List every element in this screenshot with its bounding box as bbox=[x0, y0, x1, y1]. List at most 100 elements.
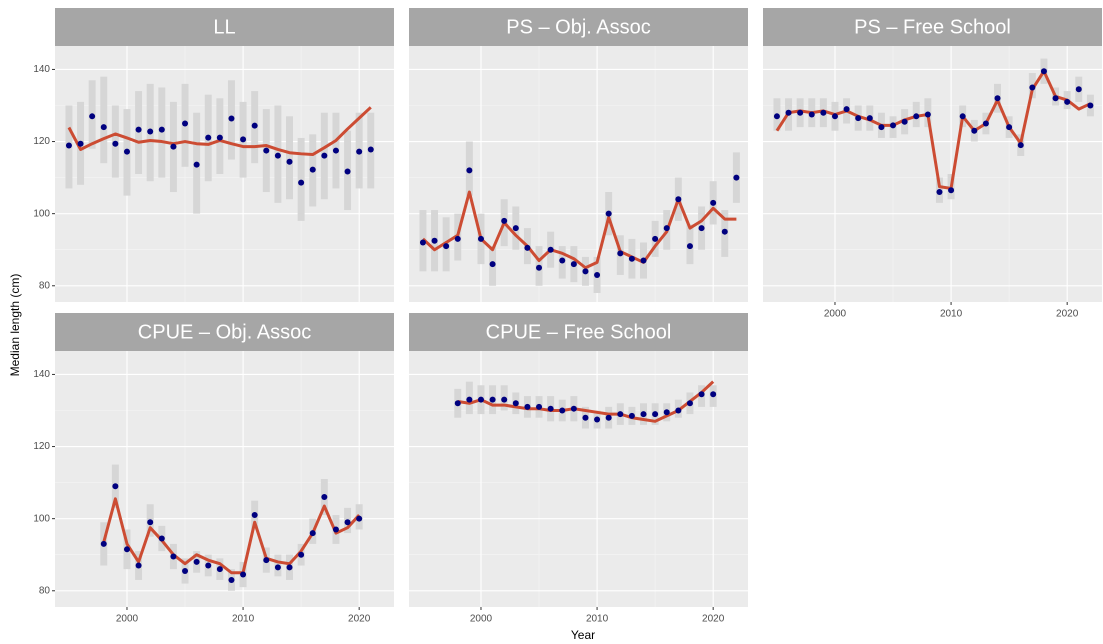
median-point bbox=[1040, 68, 1047, 75]
median-point bbox=[1017, 142, 1024, 149]
median-point bbox=[1052, 95, 1059, 102]
median-point bbox=[1006, 124, 1013, 131]
y-axis-title: Median length (cm) bbox=[8, 274, 22, 377]
median-point bbox=[356, 148, 363, 155]
median-point bbox=[309, 530, 316, 537]
x-tick-label: 2010 bbox=[232, 614, 255, 625]
interval-box bbox=[100, 76, 108, 164]
median-point bbox=[205, 562, 212, 569]
y-tick-label: 100 bbox=[33, 513, 50, 524]
median-point bbox=[524, 244, 531, 251]
panel-background bbox=[55, 351, 394, 607]
median-point bbox=[808, 111, 815, 118]
median-point bbox=[866, 115, 873, 122]
median-point bbox=[309, 166, 316, 173]
median-point bbox=[240, 571, 247, 578]
median-point bbox=[65, 142, 72, 149]
median-point bbox=[617, 411, 624, 418]
median-point bbox=[710, 391, 717, 398]
median-point bbox=[344, 519, 351, 526]
median-point bbox=[605, 414, 612, 421]
median-point bbox=[524, 403, 531, 410]
median-point bbox=[913, 113, 920, 120]
median-point bbox=[501, 396, 508, 403]
median-point bbox=[628, 412, 635, 419]
y-tick-label: 120 bbox=[33, 441, 50, 452]
strip bbox=[409, 8, 748, 46]
median-point bbox=[1087, 102, 1094, 109]
panel: CPUE – Free School 2000 2010 2020 bbox=[409, 313, 748, 625]
median-point bbox=[652, 235, 659, 242]
median-point bbox=[512, 400, 519, 407]
median-point bbox=[675, 196, 682, 203]
median-point bbox=[570, 405, 577, 412]
strip bbox=[763, 8, 1102, 46]
median-point bbox=[1075, 86, 1082, 93]
median-point bbox=[298, 551, 305, 558]
median-point bbox=[710, 199, 717, 206]
median-point bbox=[971, 127, 978, 134]
median-point bbox=[843, 106, 850, 113]
median-point bbox=[773, 113, 780, 120]
strip bbox=[409, 313, 748, 351]
median-point bbox=[100, 124, 107, 131]
median-point bbox=[675, 407, 682, 414]
median-point bbox=[959, 113, 966, 120]
median-point bbox=[367, 146, 374, 153]
panel-title: LL bbox=[213, 16, 235, 38]
median-point bbox=[123, 546, 130, 553]
x-tick-label: 2010 bbox=[586, 614, 609, 625]
y-tick-label: 120 bbox=[33, 136, 50, 147]
median-point bbox=[170, 143, 177, 150]
fit-line bbox=[421, 190, 737, 270]
y-tick-label: 140 bbox=[33, 369, 50, 380]
median-point bbox=[594, 416, 601, 423]
median-point bbox=[855, 115, 862, 122]
median-point bbox=[286, 564, 293, 571]
median-point bbox=[489, 261, 496, 268]
fit-line bbox=[457, 380, 715, 423]
median-point bbox=[158, 535, 165, 542]
median-point bbox=[443, 243, 450, 250]
median-point bbox=[454, 400, 461, 407]
median-point bbox=[135, 562, 142, 569]
y-tick-label: 80 bbox=[39, 585, 51, 596]
median-point bbox=[878, 124, 885, 131]
median-point bbox=[77, 140, 84, 147]
median-point bbox=[559, 257, 566, 264]
median-point bbox=[686, 400, 693, 407]
median-point bbox=[721, 228, 728, 235]
median-point bbox=[251, 122, 258, 129]
x-tick-label: 2020 bbox=[348, 614, 371, 625]
fit-line bbox=[775, 69, 1092, 190]
panel: CPUE – Obj. Assoc 80 100 120 140 2000 2010 2020 bbox=[33, 313, 394, 625]
median-point bbox=[547, 246, 554, 253]
median-point bbox=[890, 122, 897, 129]
median-point bbox=[344, 168, 351, 175]
median-point bbox=[924, 111, 931, 118]
y-tick-label: 80 bbox=[39, 280, 51, 291]
median-point bbox=[193, 161, 200, 168]
x-tick-label: 2020 bbox=[1056, 309, 1079, 320]
median-point bbox=[594, 271, 601, 278]
median-point bbox=[948, 187, 955, 194]
median-point bbox=[240, 136, 247, 143]
median-point bbox=[663, 409, 670, 416]
fit-line bbox=[102, 497, 361, 575]
panel: LL 80 100 120 140 bbox=[33, 8, 394, 302]
median-point bbox=[89, 113, 96, 120]
median-point bbox=[617, 250, 624, 257]
median-point bbox=[559, 407, 566, 414]
x-tick-label: 2000 bbox=[824, 309, 847, 320]
median-point bbox=[263, 147, 270, 154]
median-point bbox=[332, 147, 339, 154]
panel-title: CPUE – Obj. Assoc bbox=[138, 321, 311, 343]
x-tick-label: 2000 bbox=[116, 614, 139, 625]
median-point bbox=[466, 167, 473, 174]
median-point bbox=[170, 553, 177, 560]
median-point bbox=[135, 126, 142, 133]
median-point bbox=[251, 512, 258, 519]
x-tick-label: 2020 bbox=[702, 614, 725, 625]
median-point bbox=[982, 120, 989, 127]
